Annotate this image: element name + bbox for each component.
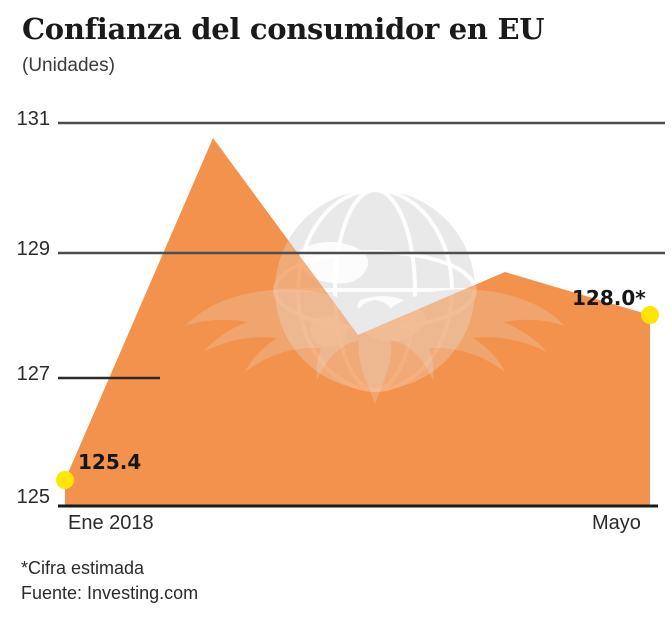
data-label-end: 128.0*	[572, 286, 646, 310]
data-point-marker-end	[641, 306, 659, 324]
y-axis-tick-127: 127	[16, 363, 50, 385]
footnote-estimated: *Cifra estimada	[21, 558, 145, 578]
data-label-start: 125.4	[78, 450, 142, 474]
y-axis-tick-129: 129	[16, 238, 50, 260]
page-title: Confianza del consumidor en EU	[22, 12, 545, 46]
area-series-fill	[65, 138, 650, 506]
source-credit: Fuente: Investing.com	[21, 583, 199, 603]
x-axis-tick-mayo: Mayo	[592, 512, 641, 534]
x-axis-tick-ene-2018: Ene 2018	[68, 512, 154, 534]
data-point-marker-start	[56, 471, 74, 489]
y-axis-tick-125: 125	[16, 486, 50, 508]
y-axis-tick-131: 131	[16, 108, 50, 130]
chart-subtitle: (Unidades)	[22, 55, 115, 76]
